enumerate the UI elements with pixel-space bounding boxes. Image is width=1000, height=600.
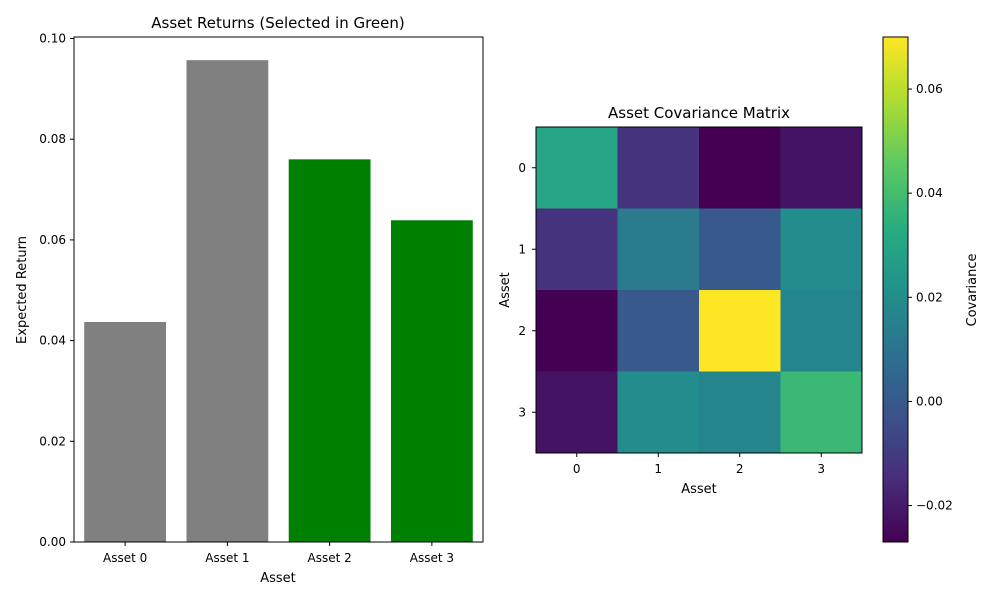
colorbar: −0.02 0.00 0.02 0.04 0.06 Covariance bbox=[882, 36, 980, 543]
bar-y-tick-label: 0.10 bbox=[39, 32, 66, 46]
bar-y-ticks: 0.00 0.02 0.04 0.06 0.08 0.10 bbox=[39, 32, 74, 549]
heatmap-x-tick-label: 1 bbox=[654, 462, 662, 476]
heatmap-cell-0-0 bbox=[536, 127, 618, 209]
heatmap-y-ticks: 0 1 2 3 bbox=[518, 161, 536, 419]
heatmap-cell-2-3 bbox=[780, 290, 863, 372]
bar-y-tick-label: 0.00 bbox=[39, 535, 66, 549]
bar-chart: Asset Returns (Selected in Green) 0.000.… bbox=[15, 14, 484, 586]
bar-y-tick-label: 0.08 bbox=[39, 132, 66, 146]
heatmap-cell-3-3 bbox=[780, 371, 863, 454]
bar-1 bbox=[186, 60, 269, 542]
bar-plot-frame bbox=[73, 36, 484, 543]
heatmap-title: Asset Covariance Matrix bbox=[608, 104, 790, 122]
heatmap-cell-2-2 bbox=[699, 290, 781, 372]
bar-y-tick-label: 0.06 bbox=[39, 233, 66, 247]
heatmap-cell-1-1 bbox=[617, 208, 700, 291]
bar-2 bbox=[288, 159, 371, 542]
heatmap-x-ticks: 0 1 2 3 bbox=[573, 453, 825, 476]
bar-x-tick-label: Asset 1 bbox=[205, 551, 249, 565]
heatmap-x-tick-label: 0 bbox=[573, 462, 581, 476]
heatmap-cell-0-3 bbox=[780, 127, 863, 209]
heatmap-y-tick-label: 3 bbox=[518, 405, 526, 419]
bar-x-tick-label: Asset 0 bbox=[103, 551, 147, 565]
colorbar-gradient bbox=[882, 36, 909, 543]
heatmap-cell-1-2 bbox=[699, 208, 781, 291]
heatmap-cell-3-1 bbox=[617, 371, 700, 454]
bar-0 bbox=[84, 321, 167, 542]
colorbar-tick-label: 0.06 bbox=[916, 82, 943, 96]
bar-marks bbox=[84, 60, 473, 542]
heatmap-cell-3-2 bbox=[699, 371, 781, 454]
heatmap-cell-0-2 bbox=[699, 127, 781, 209]
bar-chart-title: Asset Returns (Selected in Green) bbox=[151, 14, 405, 32]
heatmap-cell-0-1 bbox=[617, 127, 700, 209]
bar-y-axis-label: Expected Return bbox=[15, 236, 30, 344]
bar-y-tick-label: 0.02 bbox=[39, 434, 66, 448]
heatmap-cells bbox=[536, 127, 863, 454]
colorbar-tick-label: 0.00 bbox=[916, 394, 943, 408]
heatmap-y-axis-label: Asset bbox=[498, 272, 513, 308]
heatmap-x-axis-label: Asset bbox=[681, 482, 717, 497]
heatmap-cell-3-0 bbox=[536, 371, 618, 454]
heatmap-y-tick-label: 1 bbox=[518, 242, 526, 256]
bar-y-tick-label: 0.04 bbox=[39, 334, 66, 348]
colorbar-tick-label: 0.02 bbox=[916, 290, 943, 304]
bar-x-tick-label: Asset 2 bbox=[308, 551, 352, 565]
colorbar-ticks: −0.02 0.00 0.02 0.04 0.06 bbox=[908, 82, 953, 513]
heatmap-cell-1-0 bbox=[536, 208, 618, 291]
colorbar-label: Covariance bbox=[965, 254, 980, 327]
heatmap-y-tick-label: 2 bbox=[518, 324, 526, 338]
heatmap-frame bbox=[535, 126, 863, 454]
bar-x-ticks: Asset 0 Asset 1 Asset 2 Asset 3 bbox=[103, 542, 454, 565]
bar-3 bbox=[390, 220, 473, 542]
heatmap-x-tick-label: 3 bbox=[817, 462, 825, 476]
colorbar-tick-label: −0.02 bbox=[916, 499, 953, 513]
bar-x-tick-label: Asset 3 bbox=[410, 551, 454, 565]
heatmap-cell-2-1 bbox=[617, 290, 700, 372]
bar-x-axis-label: Asset bbox=[260, 571, 296, 586]
heatmap-cell-1-3 bbox=[780, 208, 863, 291]
colorbar-tick-label: 0.04 bbox=[916, 186, 943, 200]
heatmap-cell-2-0 bbox=[536, 290, 618, 372]
heatmap-x-tick-label: 2 bbox=[736, 462, 744, 476]
heatmap-y-tick-label: 0 bbox=[518, 161, 526, 175]
